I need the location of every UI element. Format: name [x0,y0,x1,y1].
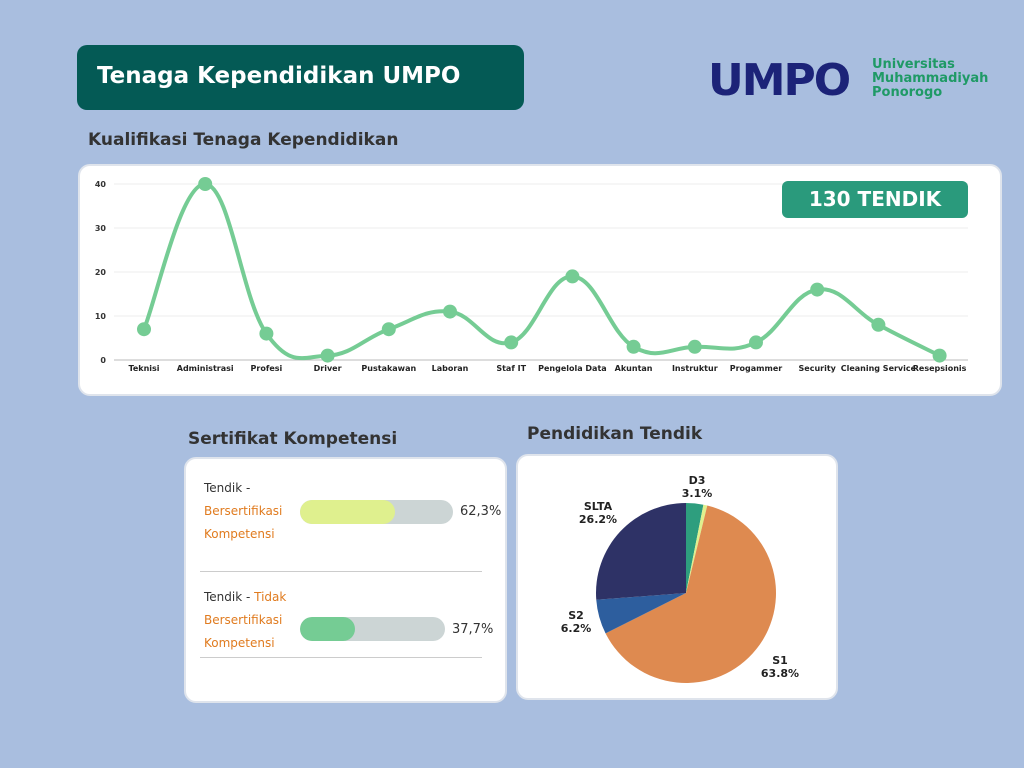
pie-slice-s1 [605,505,776,683]
y-tick-label: 40 [95,180,107,189]
pie-chart [596,503,776,683]
x-tick-label: Akuntan [615,364,653,373]
pie-slice-s2 [596,593,686,634]
pie-label-s1: S1 63.8% [756,654,804,680]
pie-label-s2-value: 6.2% [560,622,592,635]
sertifikat-title: Sertifikat Kompetensi [188,429,398,449]
pie-label-d3-name: D3 [688,474,706,487]
x-tick-label: Teknisi [128,364,159,373]
cert-label-2-highlight: Tidak [254,590,287,604]
data-point [320,348,335,363]
page-title: Tenaga Kependidikan UMPO [97,63,461,89]
x-tick-label: Driver [314,364,342,373]
cert-bar-track-2 [300,617,445,641]
pie-label-slta: SLTA 26.2% [574,500,622,526]
pie-label-d3-value: 3.1% [681,487,713,500]
pie-label-s2: S2 6.2% [556,609,596,635]
data-point [504,335,519,350]
university-logo: UMPO Universitas Muhammadiyah Ponorogo [708,56,1008,106]
logo-line-3: Ponorogo [872,85,943,100]
x-tick-label: Pustakawan [361,364,416,373]
pie-label-d3: D3 3.1% [678,474,716,500]
pie-slice-slta [596,503,686,600]
cert-label-1-line2: Bersertifikasi [204,504,283,518]
data-point [443,304,457,319]
cert-label-1-line1: Tendik - [204,481,251,495]
cert-bar-value-2: 37,7% [452,622,494,637]
cert-label-1-line3: Kompetensi [204,527,275,541]
data-point [137,322,151,337]
divider [200,571,482,572]
logo-line-2: Muhammadiyah [872,71,989,86]
cert-bar-fill-1 [300,500,396,524]
pendidikan-title: Pendidikan Tendik [527,424,703,444]
x-tick-label: Laboran [432,364,469,373]
pie-label-s2-name: S2 [568,609,584,622]
x-tick-label: Resepsionis [913,364,967,373]
series-line [142,181,942,361]
cert-label-2: Tendik - Tidak Bersertifikasi Kompetensi [204,586,286,655]
pie-chart-card: D3 3.1% SLTA 26.2% S2 6.2% S1 63.8% [516,454,838,700]
divider [200,657,482,658]
cert-label-2-prefix: Tendik - [204,590,255,604]
logo-line-1: Universitas [872,57,955,72]
pie-label-s1-name: S1 [772,654,788,667]
x-tick-label: Pengelola Data [538,364,607,373]
y-tick-label: 0 [100,356,106,365]
y-tick-label: 20 [95,268,107,277]
kualifikasi-title: Kualifikasi Tenaga Kependidikan [88,130,399,150]
x-tick-label: Instruktur [672,364,718,373]
y-tick-label: 10 [95,312,107,321]
x-tick-label: Security [799,364,837,373]
data-point [810,282,825,297]
pie-label-slta-value: 26.2% [578,513,618,526]
data-point [626,339,641,354]
cert-label-2-line1: Tendik - Tidak [204,586,286,609]
certificate-card: Tendik - Bersertifikasi Kompetensi 62,3%… [184,457,507,703]
y-tick-label: 30 [95,224,107,233]
x-tick-label: Cleaning Service [841,364,917,373]
tendik-count-badge: 130 TENDIK [782,181,968,218]
cert-label-1: Tendik - Bersertifikasi Kompetensi [204,477,282,546]
cert-label-2-line3: Kompetensi [204,636,275,650]
cert-bar-track-1 [300,500,453,524]
x-tick-label: Administrasi [177,364,234,373]
data-point [259,326,274,341]
x-tick-label: Staf IT [496,364,526,373]
data-point [749,335,763,350]
cert-label-2-line2: Bersertifikasi [204,613,283,627]
data-point [687,339,702,354]
data-point [381,322,396,337]
data-point [198,177,213,191]
cert-bar-value-1: 62,3% [460,504,502,519]
x-tick-label: Progammer [730,364,783,373]
cert-bar-fill-2 [300,617,355,641]
logo-mark: UMPO [708,55,851,106]
title-banner: Tenaga Kependidikan UMPO [77,45,524,110]
data-point [871,317,886,332]
data-point [932,348,947,363]
pie-label-s1-value: 63.8% [760,667,800,680]
pie-label-slta-name: SLTA [583,500,613,513]
data-point [565,269,580,284]
pie-slice-other [686,504,708,593]
pie-slice-d3 [686,503,704,593]
x-tick-label: Profesi [251,364,283,373]
logo-text: Universitas Muhammadiyah Ponorogo [872,58,988,100]
line-chart: 0 10 20 30 40 Teknisi Administrasi Profesi Drive… [95,177,968,373]
